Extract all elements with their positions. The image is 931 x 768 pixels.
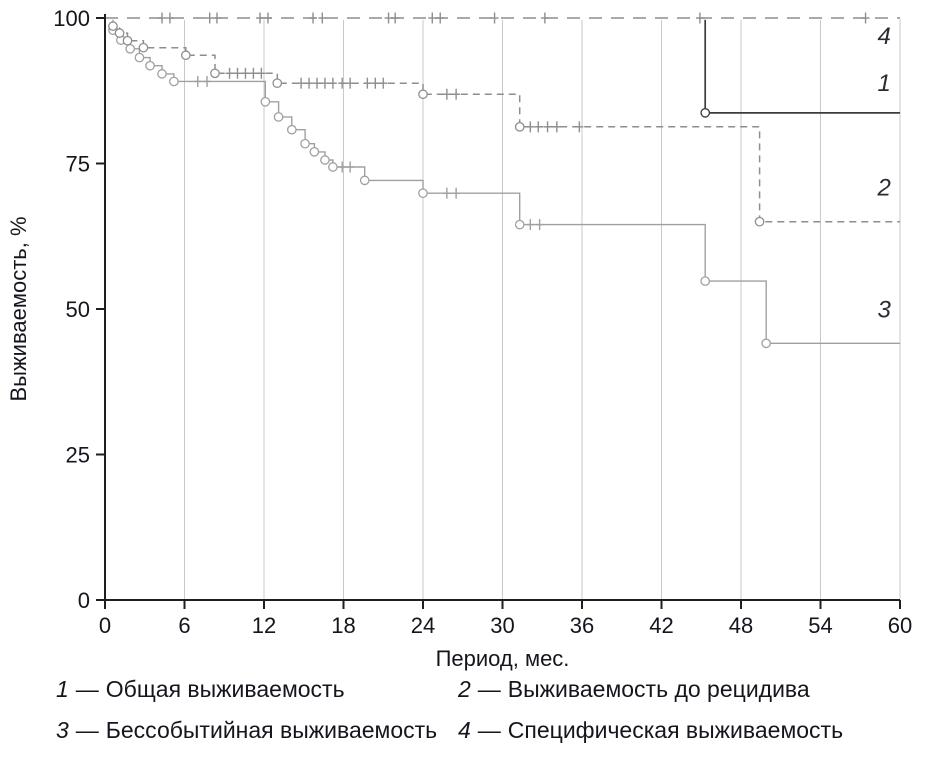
x-tick-label: 60 (888, 613, 912, 638)
x-tick-label: 24 (411, 613, 435, 638)
x-tick-label: 54 (808, 613, 832, 638)
x-tick-label: 12 (252, 613, 276, 638)
legend-item-2: 2— Выживаемость до рецидива (458, 676, 931, 703)
x-tick-label: 18 (331, 613, 355, 638)
x-axis-title: Период, мес. (436, 646, 570, 671)
event-marker (514, 121, 525, 132)
legend-item-label: Выживаемость до рецидива (507, 676, 810, 702)
curve-label-4: 4 (877, 23, 890, 50)
event-marker (125, 43, 136, 54)
event-marker (418, 188, 428, 199)
legend-separator: — (75, 717, 99, 743)
event-marker (514, 219, 525, 230)
y-axis-title: Выживаемость, % (6, 216, 31, 401)
event-marker (700, 276, 711, 286)
chart-legend: 1— Общая выживаемость 2— Выживаемость до р… (56, 676, 931, 744)
x-tick-label: 42 (649, 613, 673, 638)
event-marker (328, 162, 338, 172)
survival-chart: 0 25 50 75 100 0 6 12 18 24 30 36 42 48 54 60 3 2 1 4 Период… (6, 6, 912, 671)
legend-separator: — (477, 676, 501, 702)
legend-separator: — (75, 676, 99, 702)
legend-item-label: Бессобытийная выживаемость (105, 717, 438, 743)
event-marker (273, 112, 284, 122)
event-marker (122, 35, 133, 46)
curve-label-2: 2 (876, 175, 890, 202)
x-tick-label: 48 (729, 613, 753, 638)
y-tick-label: 75 (66, 152, 90, 177)
legend-item-number: 4 (458, 717, 471, 743)
legend-item-1: 1— Общая выживаемость (56, 676, 458, 703)
event-marker (145, 60, 155, 71)
event-marker (138, 42, 149, 53)
y-tick-label: 25 (66, 443, 90, 468)
event-marker (300, 138, 310, 149)
y-tick-label: 100 (53, 6, 90, 31)
legend-item-4: 4— Специфическая выживаемость (458, 717, 931, 744)
legend-item-label: Специфическая выживаемость (507, 717, 844, 743)
event-marker (320, 155, 330, 165)
legend-separator: — (477, 717, 501, 743)
legend-item-number: 3 (56, 717, 69, 743)
curve-label-3: 3 (877, 297, 891, 324)
event-marker (157, 69, 167, 79)
y-tick-label: 0 (78, 588, 90, 613)
event-marker (272, 78, 283, 89)
km-survival-figure: 0 25 50 75 100 0 6 12 18 24 30 36 42 48 54 60 3 2 1 4 Период… (6, 6, 931, 744)
legend-item-3: 3— Бессобытийная выживаемость (56, 717, 458, 744)
y-tick-label: 50 (66, 297, 90, 322)
curve-label-1: 1 (877, 70, 890, 97)
event-marker (134, 52, 145, 63)
event-marker (309, 147, 320, 157)
event-marker (180, 50, 191, 61)
event-marker (418, 89, 428, 100)
event-marker (260, 96, 271, 107)
x-tick-label: 30 (490, 613, 514, 638)
event-marker (700, 108, 711, 118)
event-marker (754, 216, 765, 227)
event-marker (169, 76, 179, 87)
legend-item-number: 1 (56, 676, 69, 702)
legend-item-label: Общая выживаемость (105, 676, 345, 702)
x-tick-label: 0 (99, 613, 111, 638)
event-marker (286, 124, 297, 135)
event-marker (761, 338, 772, 349)
x-tick-label: 6 (178, 613, 190, 638)
event-marker (108, 21, 118, 31)
event-marker (114, 28, 125, 38)
legend-item-number: 2 (458, 676, 471, 702)
event-marker (359, 175, 370, 186)
event-marker (210, 68, 220, 79)
x-tick-label: 36 (570, 613, 594, 638)
